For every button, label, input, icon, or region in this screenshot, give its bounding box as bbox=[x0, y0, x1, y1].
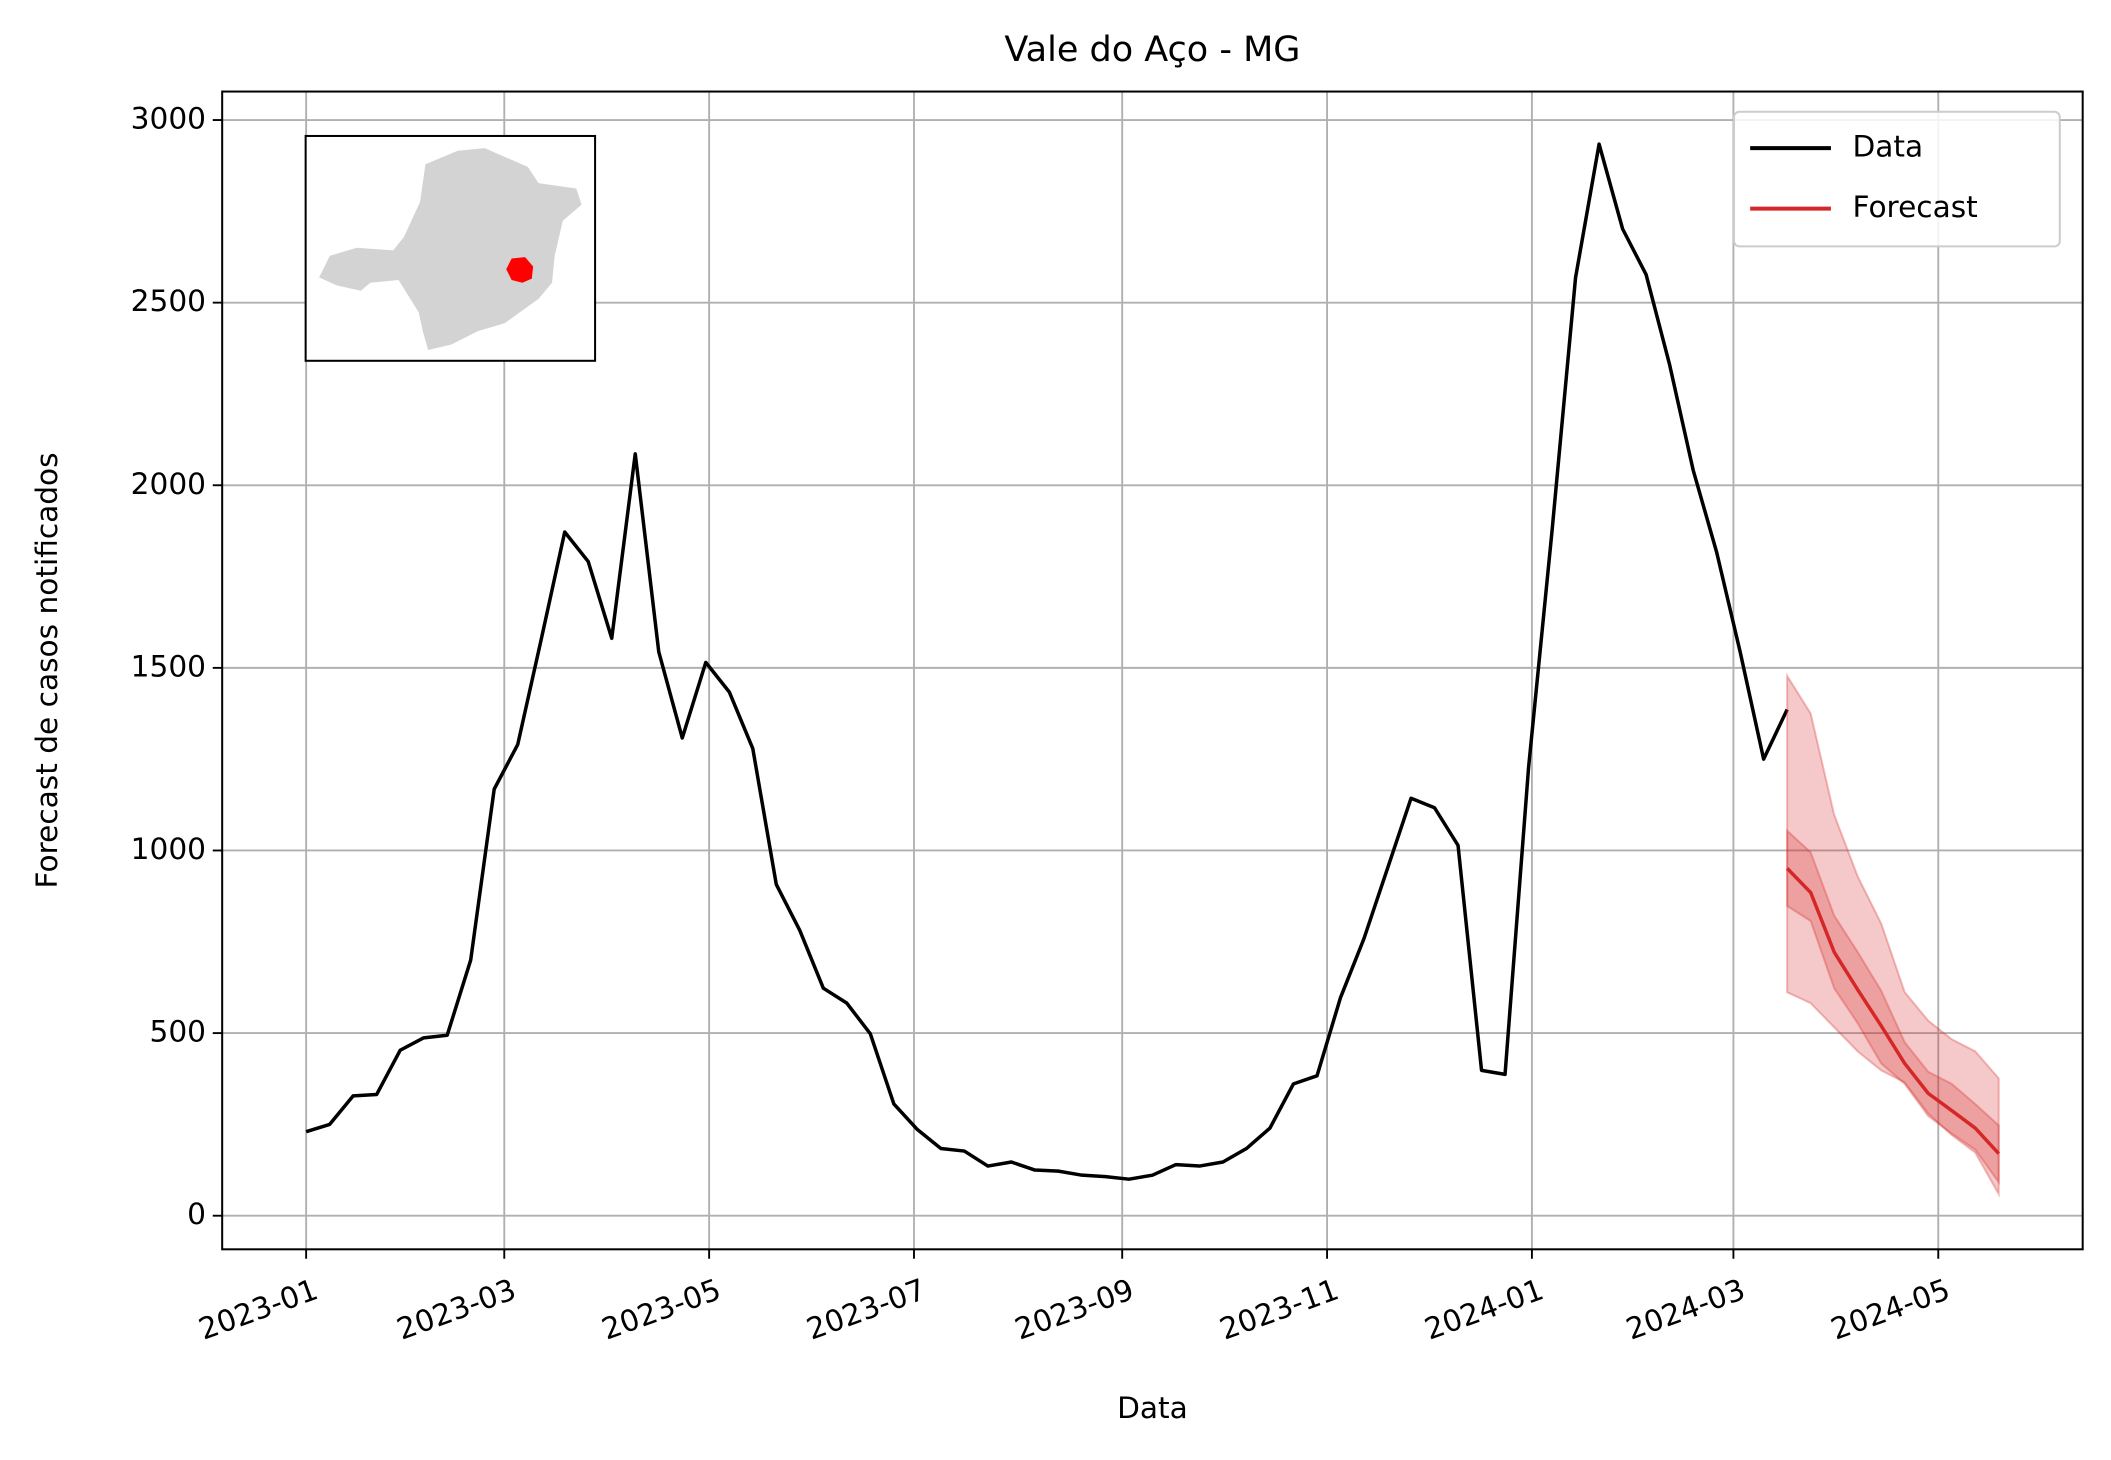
forecast-band bbox=[1786, 828, 2000, 1186]
y-tick-label: 0 bbox=[187, 1197, 206, 1231]
plot-frame bbox=[221, 90, 2084, 1251]
y-tick-label: 1500 bbox=[131, 649, 206, 683]
y-tick-label: 3000 bbox=[131, 102, 206, 136]
forecast-band bbox=[1786, 672, 2000, 1199]
legend-frame bbox=[1732, 110, 2061, 248]
y-tick-label: 1000 bbox=[131, 832, 206, 866]
series-line bbox=[1785, 867, 2001, 1155]
y-axis-label: Forecast de casos notificados bbox=[30, 452, 64, 888]
y-tick-label: 500 bbox=[150, 1015, 207, 1049]
map-highlight bbox=[506, 257, 534, 283]
x-axis-label: Data bbox=[1117, 1391, 1188, 1425]
legend-label: Forecast bbox=[1852, 190, 1977, 224]
plot bbox=[305, 142, 2001, 1199]
chart-title: Vale do Aço - MG bbox=[1004, 30, 1300, 70]
inset-map bbox=[304, 134, 597, 362]
legend: Data Forecast bbox=[1732, 110, 2061, 248]
y-tick-label: 2500 bbox=[131, 284, 206, 318]
legend-label: Data bbox=[1852, 130, 1923, 164]
y-tick-label: 2000 bbox=[131, 467, 206, 501]
map-region bbox=[319, 148, 582, 351]
series-line bbox=[305, 142, 1789, 1181]
